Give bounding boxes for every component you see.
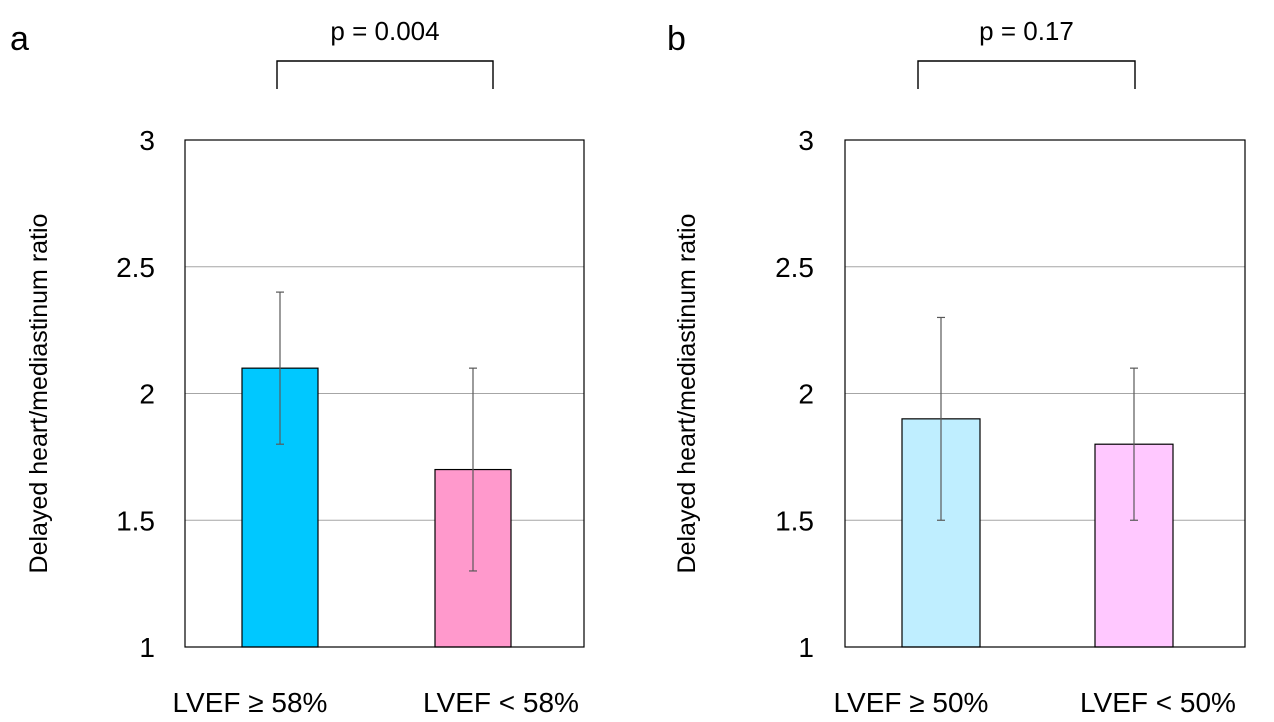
y-tick-label: 1.5 xyxy=(116,505,155,536)
panel-b: b 1 1.5 2 2.5 3 Delayed heart/mediastinum rati… xyxy=(667,16,1246,718)
significance-bracket xyxy=(917,60,1136,89)
plot-frame xyxy=(844,139,1246,648)
y-tick-label: 2.5 xyxy=(116,252,155,283)
x-category-label: LVEF < 58% xyxy=(423,687,579,718)
plot-frame xyxy=(184,139,585,648)
error-bar xyxy=(937,316,945,521)
y-tick-label: 2 xyxy=(139,379,155,410)
y-tick-label: 2.5 xyxy=(775,252,814,283)
panel-a: a 1 1.5 2 2.5 3 Delayed heart/mediastinum rati… xyxy=(10,16,585,718)
x-category-label: LVEF ≥ 58% xyxy=(173,687,328,718)
y-tick-label: 1 xyxy=(798,632,814,663)
p-value-label: p = 0.004 xyxy=(330,16,439,46)
significance-bracket xyxy=(276,60,494,89)
y-tick-label: 2 xyxy=(798,379,814,410)
panel-label: b xyxy=(667,20,686,58)
x-category-label: LVEF ≥ 50% xyxy=(834,687,989,718)
y-axis-label: Delayed heart/mediastinum ratio xyxy=(673,214,701,574)
panel-label: a xyxy=(10,20,29,58)
error-bar xyxy=(276,291,284,445)
x-category-label: LVEF < 50% xyxy=(1080,687,1236,718)
error-bar xyxy=(469,367,477,572)
y-tick-label: 3 xyxy=(798,125,814,156)
p-value-label: p = 0.17 xyxy=(979,16,1074,46)
y-axis-label: Delayed heart/mediastinum ratio xyxy=(25,214,53,574)
y-tick-label: 3 xyxy=(139,125,155,156)
y-tick-label: 1 xyxy=(139,632,155,663)
error-bar xyxy=(1130,367,1138,521)
y-tick-label: 1.5 xyxy=(775,505,814,536)
